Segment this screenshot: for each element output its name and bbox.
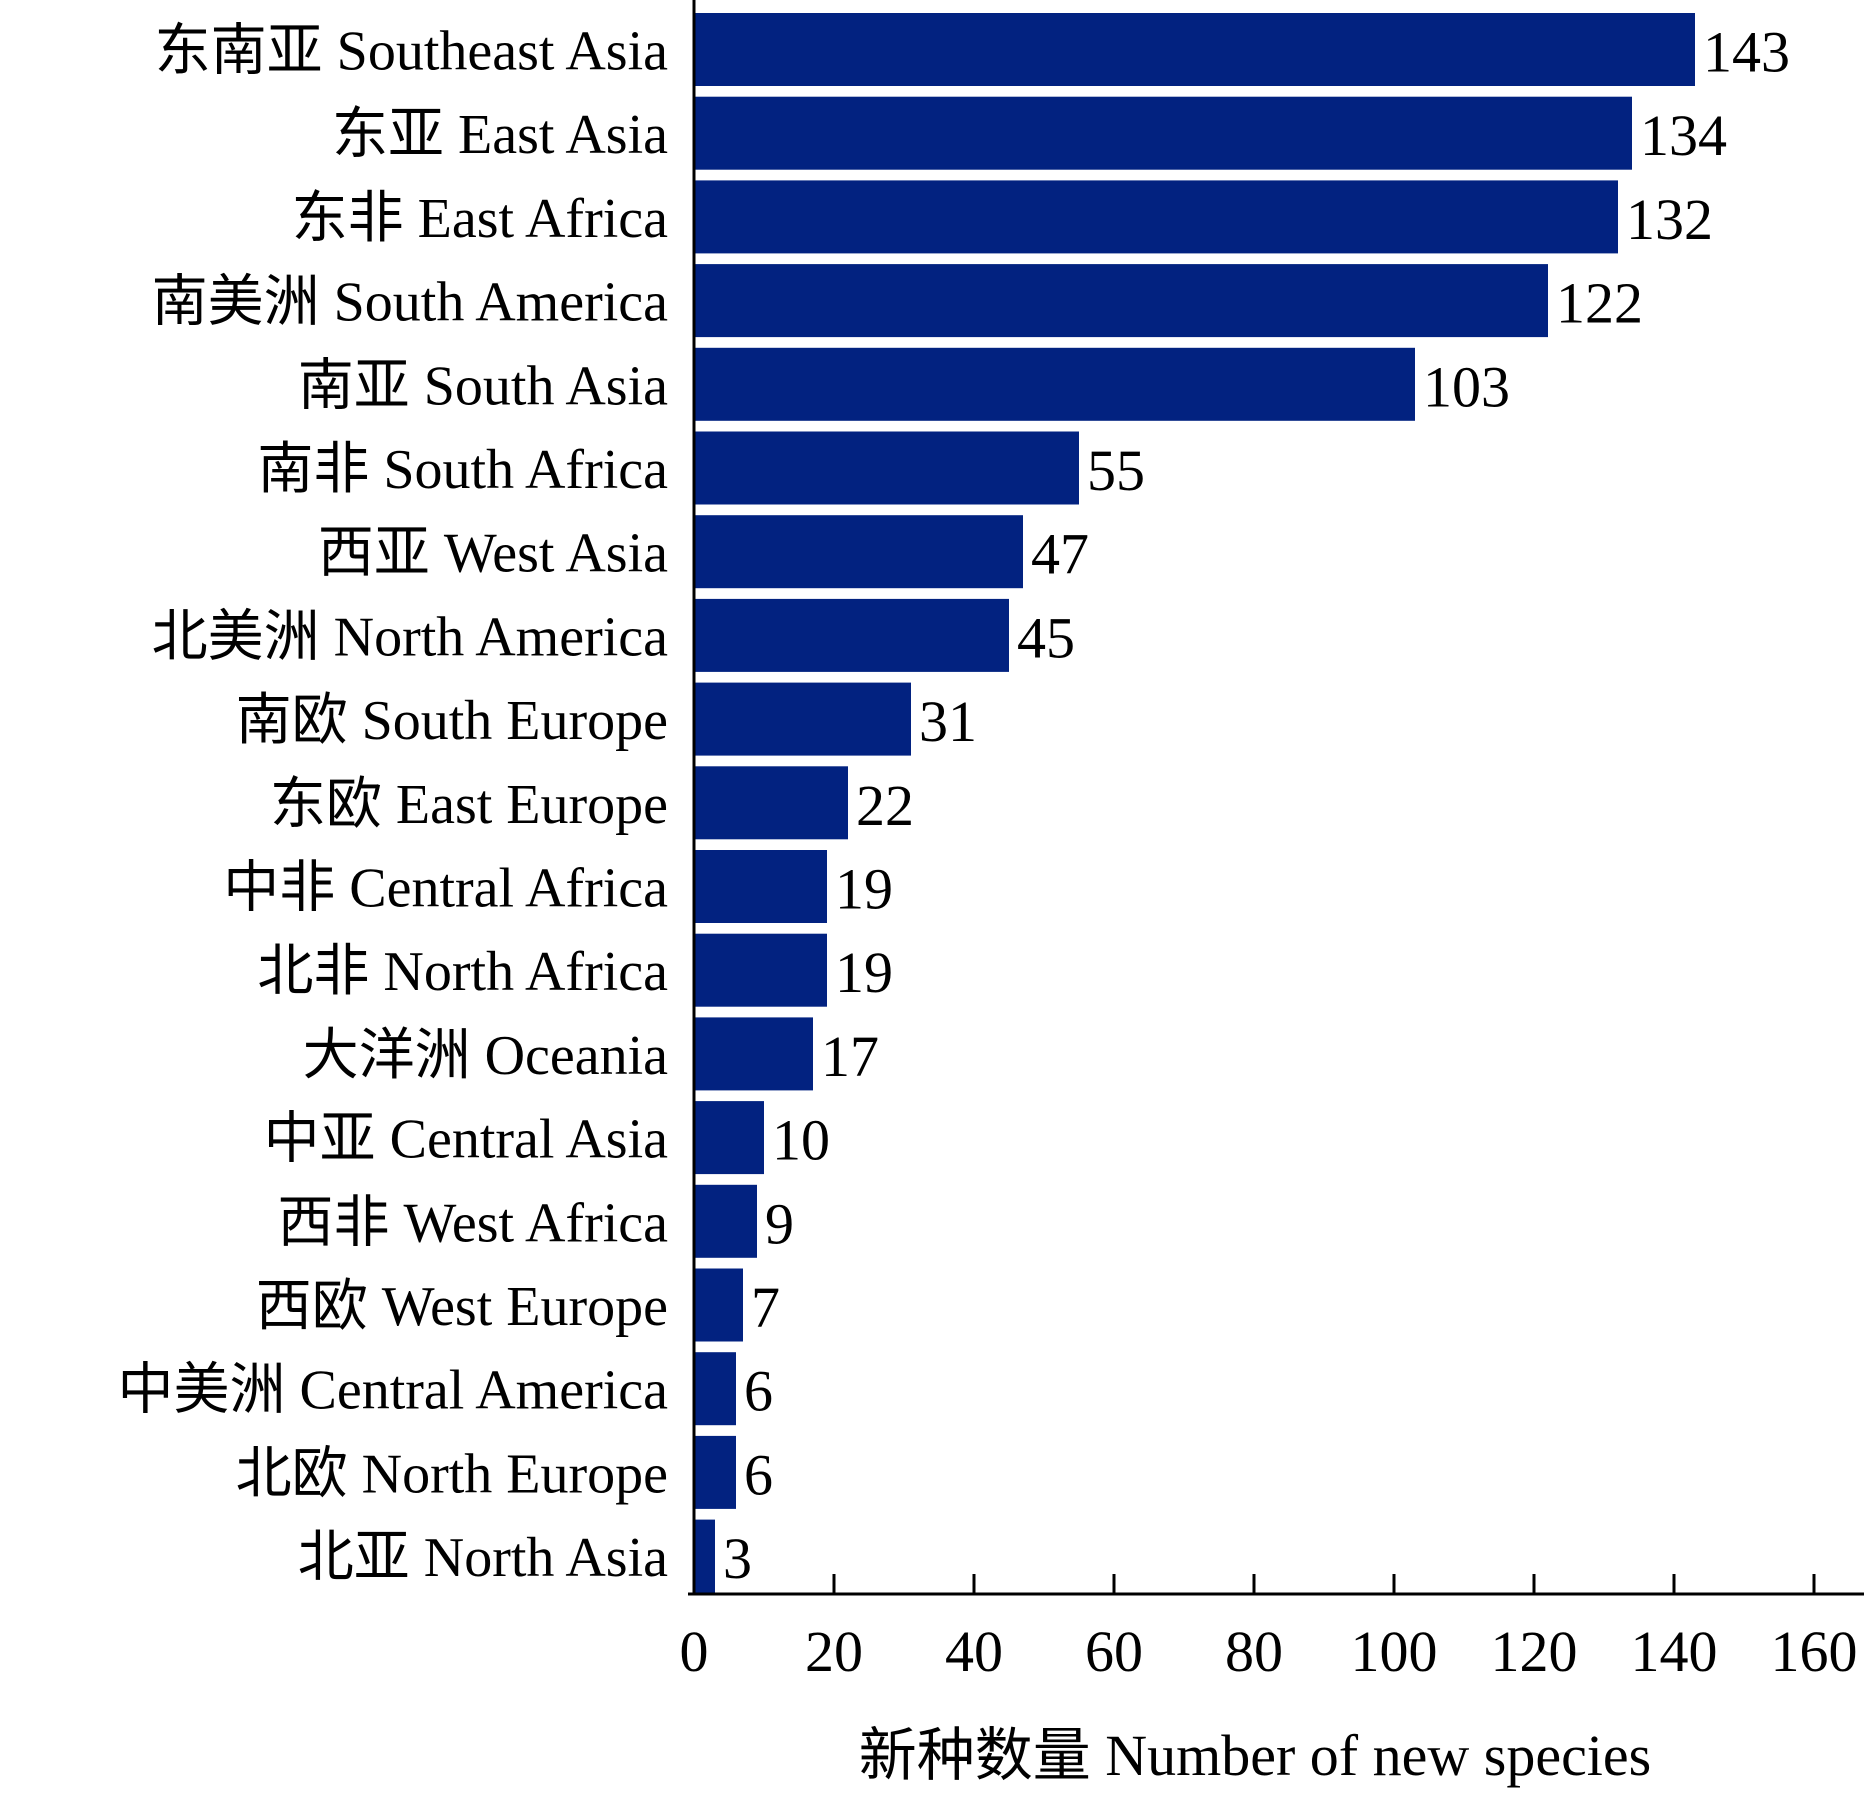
category-label: 西非 West Africa xyxy=(278,1192,669,1254)
x-tick-label: 0 xyxy=(680,1619,709,1684)
bar xyxy=(694,1017,813,1091)
category-label: 南美洲 South America xyxy=(152,272,669,334)
category-label: 南亚 South Asia xyxy=(298,355,668,417)
category-label: 大洋洲 Oceania xyxy=(303,1025,669,1087)
bar-value-label: 3 xyxy=(723,1526,752,1591)
bar-value-label: 9 xyxy=(765,1191,794,1256)
bar-value-label: 7 xyxy=(751,1275,780,1340)
category-label: 北非 North Africa xyxy=(257,941,668,1003)
bar-value-label: 22 xyxy=(856,773,914,838)
bar xyxy=(694,1519,715,1593)
bar-value-label: 122 xyxy=(1556,271,1643,336)
bar-value-label: 45 xyxy=(1017,605,1075,670)
bar xyxy=(694,13,1695,86)
bar xyxy=(694,850,827,923)
bar xyxy=(694,1101,764,1175)
x-tick-label: 140 xyxy=(1631,1619,1718,1684)
x-axis-title: 新种数量 Number of new species xyxy=(859,1723,1652,1788)
bar-value-label: 6 xyxy=(744,1359,773,1424)
bar-value-label: 134 xyxy=(1640,103,1727,168)
bar-value-label: 143 xyxy=(1703,20,1790,85)
bar-value-label: 17 xyxy=(821,1024,879,1089)
bar xyxy=(694,682,911,756)
category-label: 中非 Central Africa xyxy=(223,858,668,920)
bar xyxy=(694,933,827,1007)
x-tick-label: 100 xyxy=(1351,1619,1438,1684)
bar xyxy=(694,431,1079,505)
bar xyxy=(694,1352,736,1426)
axes-layer xyxy=(688,0,1864,1596)
bars-layer xyxy=(694,13,1695,1593)
category-label: 东亚 East Asia xyxy=(332,104,668,166)
x-tick-label: 160 xyxy=(1771,1619,1858,1684)
category-labels-layer: 东南亚 Southeast Asia 东亚 East Asia 东非 East Af… xyxy=(117,21,668,1590)
category-label: 东非 East Africa xyxy=(292,188,668,250)
x-tick-label: 40 xyxy=(945,1619,1003,1684)
bar-value-label: 31 xyxy=(919,689,977,754)
bar-value-label: 103 xyxy=(1423,354,1510,419)
bar xyxy=(694,766,848,840)
bar-value-label: 47 xyxy=(1031,522,1089,587)
category-label: 西欧 West Europe xyxy=(256,1276,668,1338)
category-label: 北亚 North Asia xyxy=(298,1527,668,1589)
category-label: 北欧 North Europe xyxy=(236,1443,668,1505)
bar xyxy=(694,347,1415,421)
bar xyxy=(694,1268,743,1342)
category-label: 北美洲 North America xyxy=(152,606,668,668)
bar-value-label: 19 xyxy=(835,940,893,1005)
bar-value-label: 132 xyxy=(1626,187,1713,252)
category-label: 南非 South Africa xyxy=(257,439,668,501)
category-label: 南欧 South Europe xyxy=(236,690,668,752)
bar-value-label: 55 xyxy=(1087,438,1145,503)
bar-value-label: 6 xyxy=(744,1442,773,1507)
bar xyxy=(694,1184,757,1258)
bar xyxy=(694,515,1023,589)
bar-value-label: 10 xyxy=(772,1108,830,1173)
x-tick-label: 80 xyxy=(1225,1619,1283,1684)
bar xyxy=(694,180,1618,254)
category-label: 东南亚 Southeast Asia xyxy=(155,21,668,83)
bar xyxy=(694,598,1009,672)
bar xyxy=(694,96,1632,170)
bar xyxy=(694,264,1548,338)
bar-value-label: 19 xyxy=(835,857,893,922)
category-label: 中美洲 Central America xyxy=(117,1360,668,1422)
ticks-layer: 0 20 40 60 80 100 120 140 160 xyxy=(680,1574,1858,1684)
category-label: 东欧 East Europe xyxy=(270,774,668,836)
x-tick-label: 20 xyxy=(805,1619,863,1684)
category-label: 西亚 West Asia xyxy=(318,523,668,585)
x-tick-label: 60 xyxy=(1085,1619,1143,1684)
category-label: 中亚 Central Asia xyxy=(264,1109,669,1171)
x-tick-label: 120 xyxy=(1491,1619,1578,1684)
bar xyxy=(694,1435,736,1509)
